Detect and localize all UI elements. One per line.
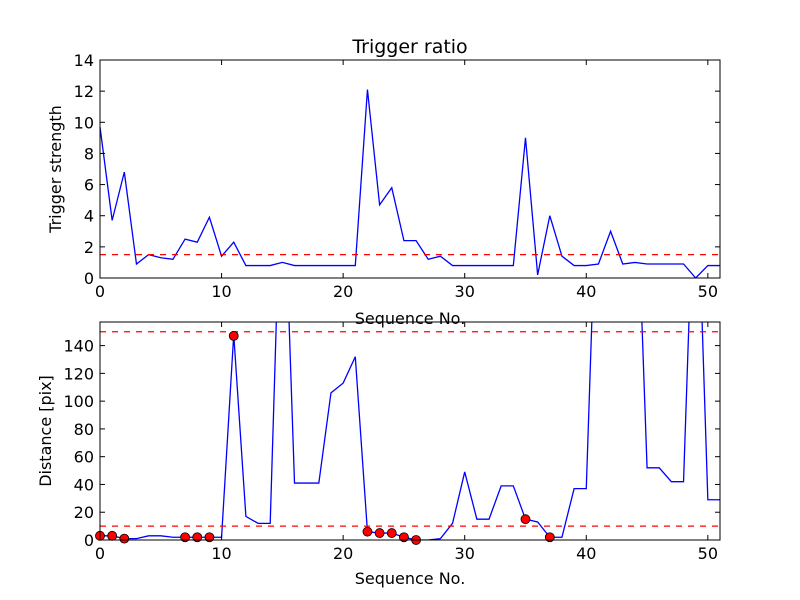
x-axis-label: Sequence No. (355, 569, 466, 588)
y-tick-label: 0 (84, 269, 94, 288)
x-tick-label: 40 (576, 544, 596, 563)
y-axis-label: Trigger strength (46, 105, 65, 234)
y-tick-label: 80 (74, 420, 94, 439)
x-tick-label: 30 (455, 544, 475, 563)
y-axis-label: Distance [pix] (36, 375, 55, 487)
y-tick-label: 140 (63, 337, 94, 356)
data-marker (180, 532, 190, 543)
data-marker (544, 532, 555, 543)
data-marker (386, 528, 397, 538)
x-tick-label: 40 (576, 282, 596, 301)
plot-frame (99, 321, 721, 541)
y-tick-label: 6 (84, 176, 94, 195)
data-marker (520, 514, 531, 525)
y-tick-label: 2 (84, 238, 94, 257)
x-tick-label: 20 (333, 544, 353, 563)
x-tick-label: 50 (698, 282, 718, 301)
data-marker (107, 530, 118, 541)
y-tick-label: 8 (84, 144, 94, 163)
x-tick-label: 20 (333, 282, 353, 301)
chart-trigger-ratio: Trigger ratio Sequence No. Trigger stren… (46, 36, 721, 328)
data-marker (399, 532, 409, 543)
data-marker (204, 532, 215, 543)
data-marker (119, 533, 130, 544)
series-line (100, 89, 720, 278)
chart-title: Trigger ratio (351, 36, 467, 58)
x-axis-label: Sequence No. (355, 309, 466, 328)
y-tick-label: 100 (63, 392, 94, 411)
data-marker (192, 532, 203, 543)
y-tick-label: 20 (74, 503, 94, 522)
y-tick-label: 120 (63, 364, 94, 383)
x-tick-label: 10 (211, 544, 231, 563)
data-marker (228, 330, 239, 341)
x-tick-label: 0 (95, 282, 105, 301)
x-tick-label: 50 (698, 544, 718, 563)
series-line (100, 322, 720, 540)
y-tick-label: 0 (84, 531, 94, 550)
data-marker (374, 528, 385, 538)
y-tick-label: 60 (74, 448, 94, 467)
y-tick-label: 10 (74, 113, 94, 132)
x-tick-label: 30 (455, 282, 475, 301)
y-tick-label: 40 (74, 475, 94, 494)
data-marker (362, 526, 373, 537)
x-tick-label: 10 (211, 282, 231, 301)
y-tick-label: 14 (74, 51, 94, 70)
x-tick-label: 0 (95, 544, 105, 563)
chart-distance: Sequence No. Distance [pix] 0 10 20 30 40 50 0… (36, 321, 721, 588)
y-tick-label: 4 (84, 207, 94, 226)
y-tick-label: 12 (74, 82, 94, 101)
plot-frame (99, 59, 721, 279)
